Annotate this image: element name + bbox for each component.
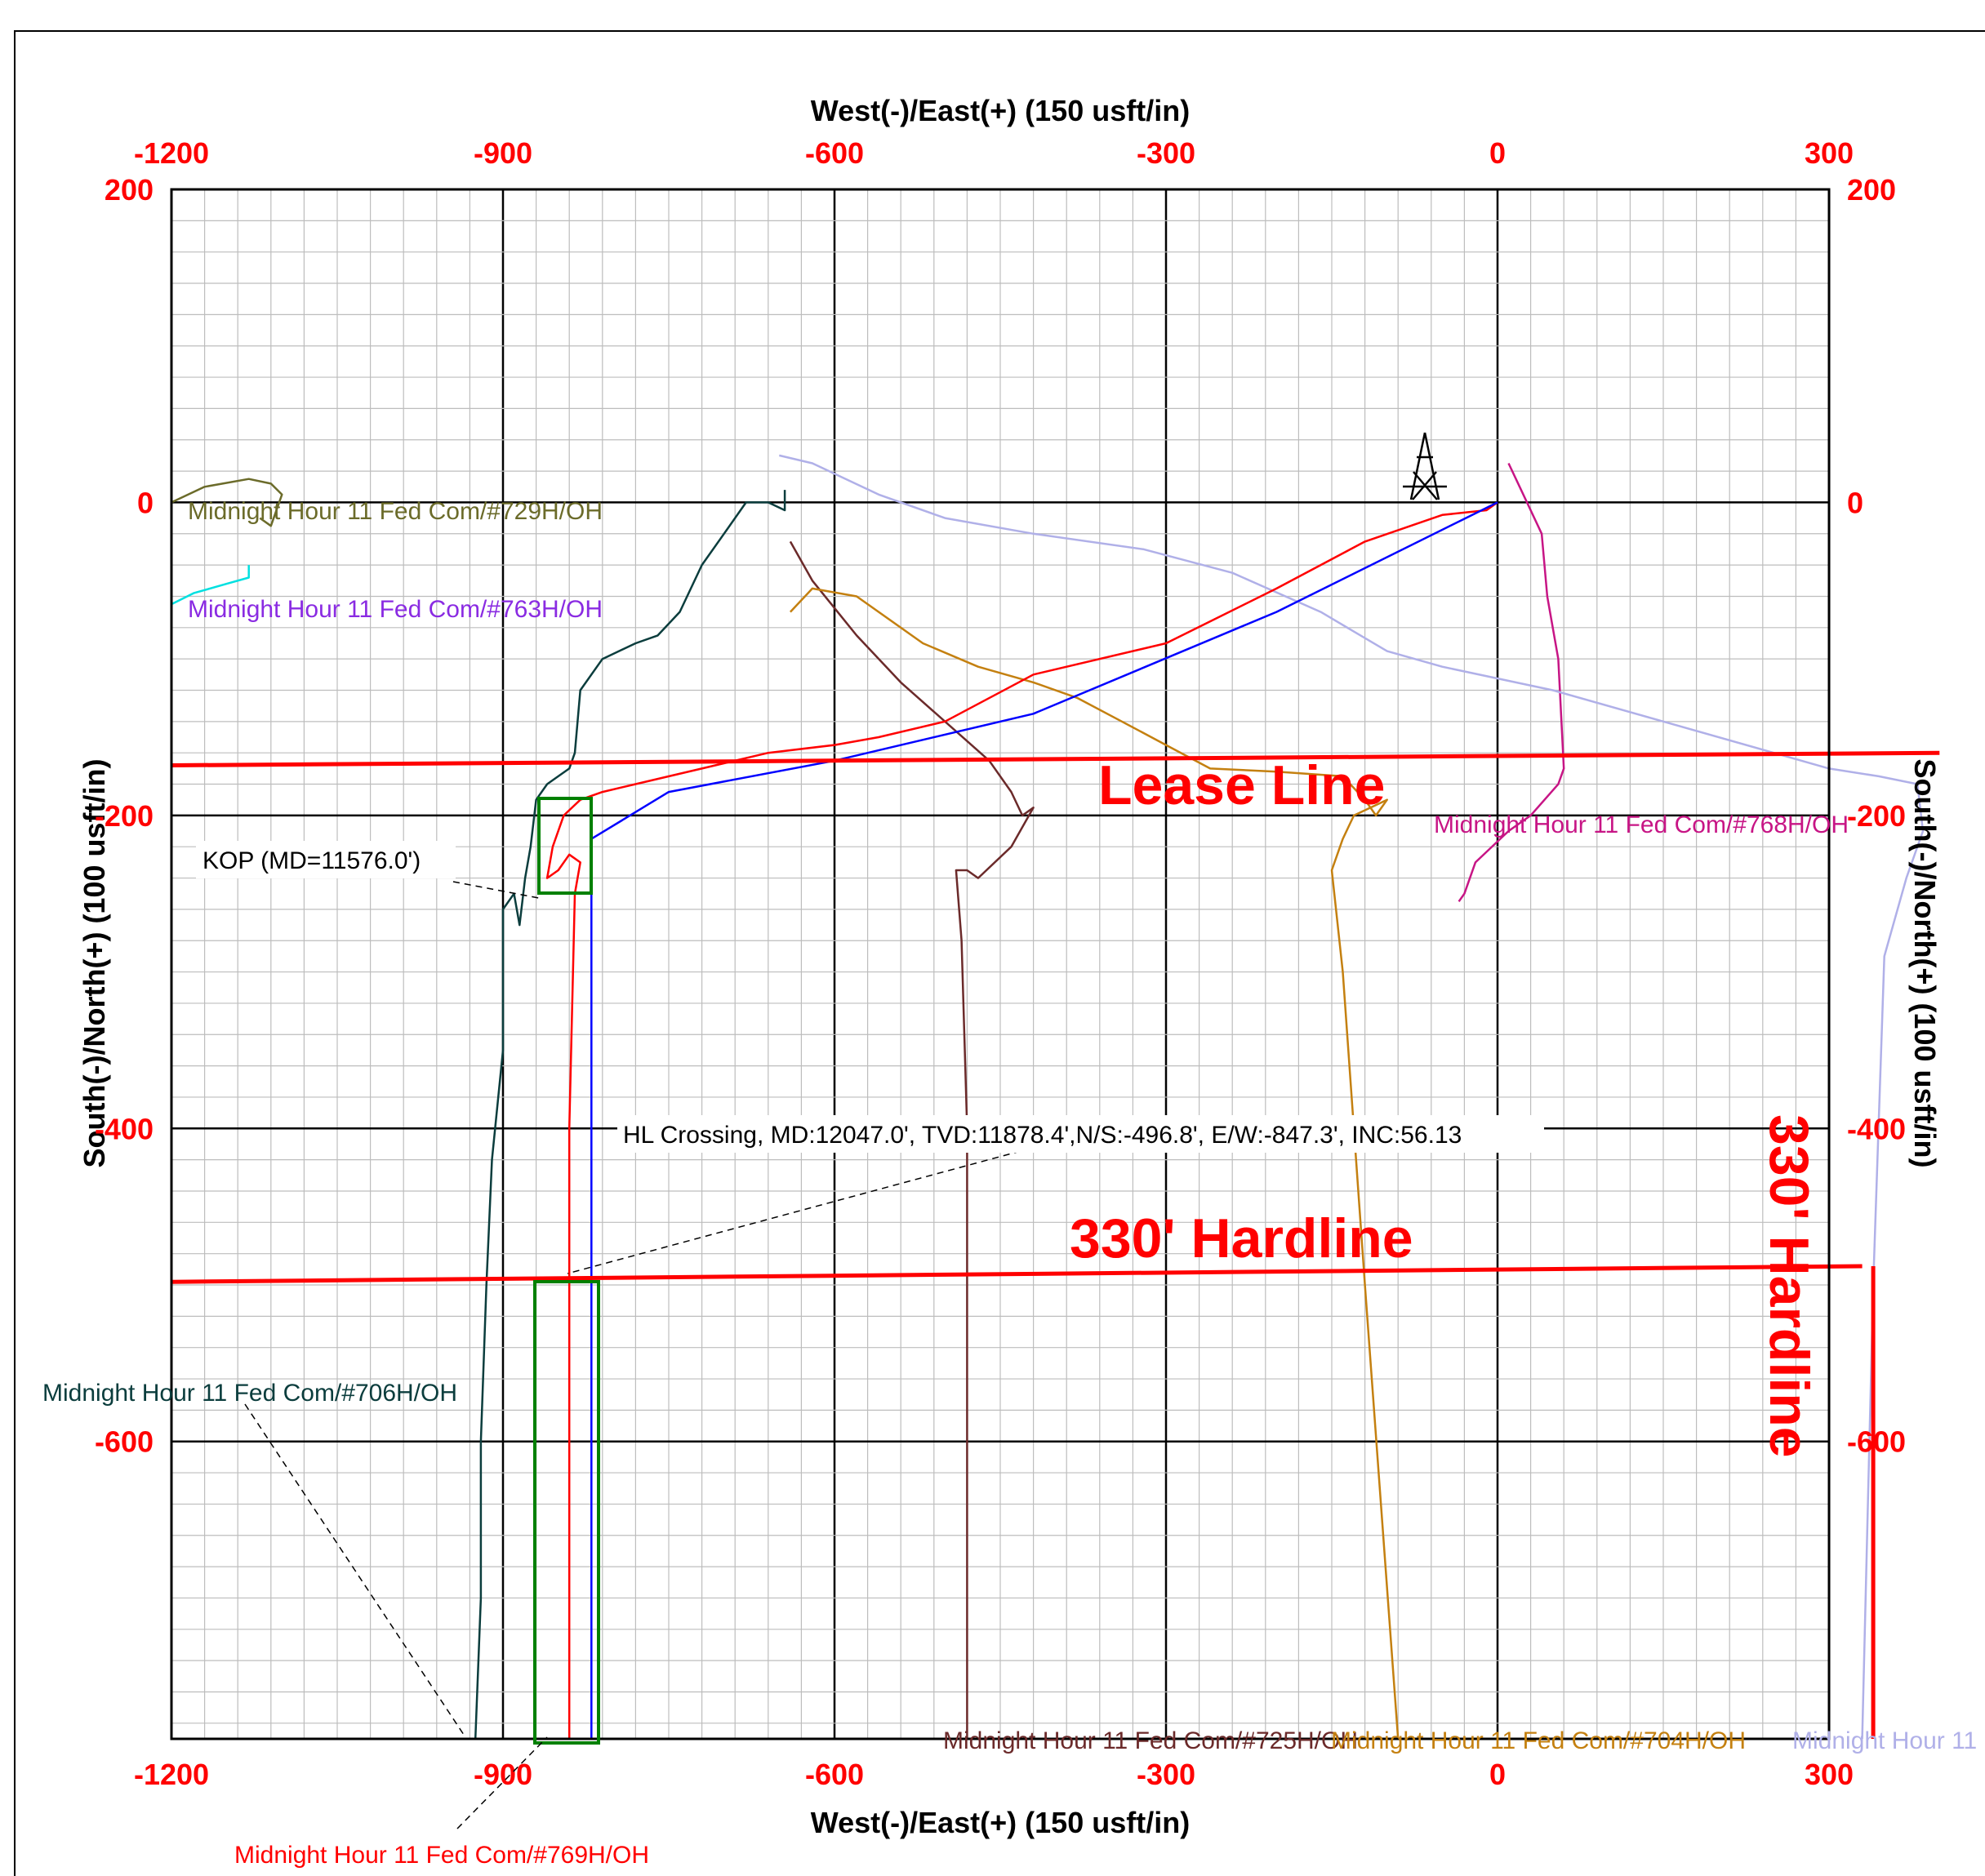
- series-line: [1458, 462, 1565, 903]
- well-label-704h: Midnight Hour 11 Fed Com/#704H/OH: [1331, 1727, 1746, 1754]
- hl-crossing-callout: HL Crossing, MD:12047.0', TVD:11878.4',N…: [623, 1122, 1462, 1149]
- grid: [170, 188, 1831, 1739]
- y-tick-label-left: -200: [95, 799, 154, 833]
- kop-callout: KOP (MD=11576.0'): [203, 847, 421, 874]
- y-tick-label-right: -400: [1847, 1112, 1906, 1145]
- x-tick-label-bottom: 300: [1805, 1758, 1854, 1791]
- x-tick-label-top: -1200: [134, 136, 209, 170]
- well-label-763h: Midnight Hour 11 Fed Com/#763H/OH: [188, 596, 603, 623]
- hardline-label-vertical: 330' Hardline: [1758, 1114, 1820, 1458]
- well-label-723h: Midnight Hour 11: [1792, 1727, 1977, 1754]
- plot-border: [170, 188, 1831, 1740]
- x-tick-label-top: -600: [805, 136, 864, 170]
- well-label-725h: Midnight Hour 11 Fed Com/#725H/OH: [943, 1727, 1358, 1754]
- y-tick-label-left: 200: [105, 173, 154, 207]
- x-tick-label-bottom: -600: [805, 1758, 864, 1791]
- x-tick-label-top: 0: [1489, 136, 1506, 170]
- tick-labels: -1200 -1200 -900 -900 -600 -600 -300 -300 0 0 300 3…: [95, 136, 1906, 1791]
- well-label-769h: Midnight Hour 11 Fed Com/#769H/OH: [234, 1842, 649, 1869]
- x-tick-label-top: -300: [1137, 136, 1195, 170]
- y-tick-label-right: 200: [1847, 173, 1896, 207]
- outer-frame: [14, 30, 1985, 1876]
- series-line: [590, 501, 1498, 1739]
- series-line: [474, 490, 786, 1740]
- hardline: [171, 1264, 1863, 1284]
- series-line: [545, 501, 1498, 1739]
- x-tick-label-bottom: -1200: [134, 1758, 209, 1791]
- hardline-label-horizontal: 330' Hardline: [1070, 1207, 1413, 1269]
- series-line: [779, 454, 1925, 1740]
- x-axis-title-top: West(-)/East(+) (150 usft/in): [811, 94, 1190, 127]
- rig-icon: [1403, 432, 1447, 500]
- x-tick-label-bottom: -300: [1137, 1758, 1195, 1791]
- kop-callout-bg: [196, 841, 456, 878]
- well-label-768h: Midnight Hour 11 Fed Com/#768H/OH: [1434, 811, 1849, 838]
- x-tick-label-bottom: -900: [474, 1758, 532, 1791]
- series-line: [789, 540, 1035, 1739]
- y-tick-label-right: -600: [1847, 1425, 1906, 1459]
- hardline: [171, 750, 1940, 767]
- kop-target-box: [537, 797, 593, 895]
- callout-leaders: [244, 881, 1021, 1829]
- well-label-729h: Midnight Hour 11 Fed Com/#729H/OH: [188, 498, 603, 525]
- y-axis-title-right: South(-)/North(+) (100 usft/in): [1908, 759, 1942, 1168]
- series-line: [171, 565, 250, 606]
- well-label-706h: Midnight Hour 11 Fed Com/#706H/OH: [42, 1380, 457, 1407]
- y-tick-label-right: 0: [1847, 486, 1863, 519]
- series-line: [171, 478, 283, 527]
- x-tick-label-bottom: 0: [1489, 1758, 1506, 1791]
- hl-crossing-callout-bg: [617, 1115, 1544, 1153]
- x-axis-title-bottom: West(-)/East(+) (150 usft/in): [811, 1806, 1190, 1839]
- y-tick-label-left: -600: [95, 1425, 154, 1459]
- series-line: [789, 587, 1400, 1740]
- x-tick-label-top: -900: [474, 136, 532, 170]
- y-tick-label-left: 0: [137, 486, 154, 519]
- lease-line-label: Lease Line: [1098, 754, 1386, 816]
- hardline-target-box: [533, 1280, 600, 1745]
- y-axis-title-left: South(-)/North(+) (100 usft/in): [78, 759, 111, 1168]
- y-tick-label-left: -400: [95, 1112, 154, 1145]
- series-layer: [171, 454, 1940, 1740]
- y-tick-label-right: -200: [1847, 799, 1906, 833]
- x-tick-label-top: 300: [1805, 136, 1854, 170]
